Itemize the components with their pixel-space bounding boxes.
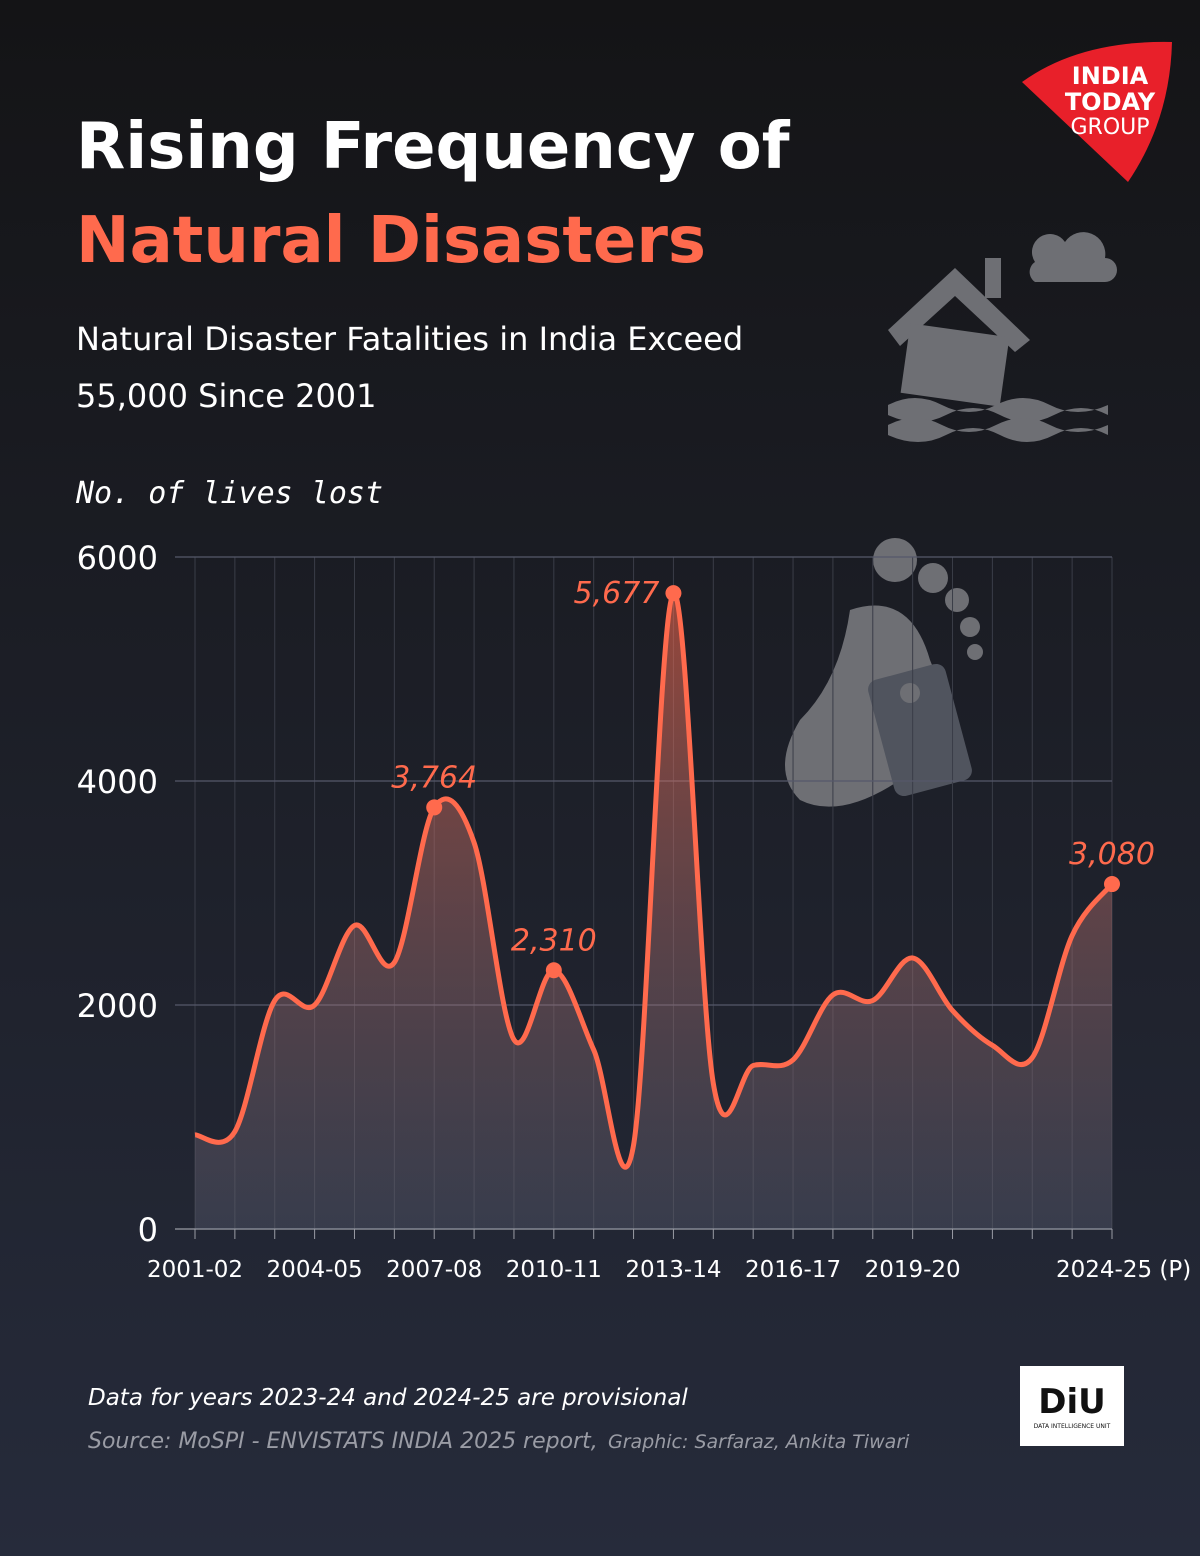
- point: [545, 962, 562, 979]
- y-tick-label: 0: [138, 1211, 158, 1249]
- flood-icon: [888, 232, 1117, 442]
- diu-logo: [1020, 1366, 1124, 1446]
- x-tick-label: 2019-20: [865, 1257, 961, 1283]
- y-tick-label: 6000: [77, 539, 158, 577]
- x-tick-label: 2007-08: [386, 1257, 482, 1283]
- credit: Graphic: Sarfaraz, Ankita Tiwari: [608, 1431, 910, 1453]
- x-tick-label: 2016-17: [745, 1257, 841, 1283]
- point: [426, 799, 443, 816]
- subtitle: Natural Disaster Fatalities in India Exc…: [76, 320, 743, 358]
- y-tick-label: 4000: [77, 763, 158, 801]
- x-tick-label: 2010-11: [506, 1257, 602, 1283]
- x-tick-label: 2001-02: [147, 1257, 243, 1283]
- data-label: 2,310: [511, 923, 597, 958]
- x-tick-label: 2024-25 (P): [1056, 1257, 1191, 1283]
- x-tick-label: 2013-14: [625, 1257, 721, 1283]
- note: Data for years 2023-24 and 2024-25 are p…: [88, 1385, 688, 1411]
- data-label: 5,677: [574, 576, 660, 611]
- plot: 0 2000 4000 6000 2001-02 2004-05 2007-08 2010-1…: [77, 539, 1192, 1283]
- data-label: 3,080: [1069, 837, 1155, 872]
- point: [665, 585, 682, 602]
- title: Rising Frequency of: [76, 110, 791, 184]
- source: Source: MoSPI - ENVISTATS INDIA 2025 rep…: [88, 1429, 598, 1454]
- y-tick-label: 2000: [77, 987, 158, 1025]
- subtitle: 55,000 Since 2001: [76, 377, 377, 415]
- data-label: 3,764: [391, 760, 477, 795]
- logo-text: TODAY: [1065, 88, 1156, 116]
- diu-text: DiU: [1038, 1382, 1106, 1422]
- logo-shape: [1022, 41, 1172, 183]
- logo-text: INDIA: [1072, 62, 1149, 90]
- x-tick-label: 2004-05: [267, 1257, 363, 1283]
- logo-text: GROUP: [1070, 115, 1149, 140]
- point: [1104, 876, 1120, 893]
- diu-name: DATA INTELLIGENCE UNIT: [1034, 1423, 1111, 1430]
- line: [194, 590, 1114, 1170]
- footprint-icon: [785, 538, 983, 807]
- title-highlight: Natural Disasters: [76, 204, 706, 278]
- y-axis-label: No. of lives lost: [75, 476, 383, 511]
- area: [195, 592, 1112, 1229]
